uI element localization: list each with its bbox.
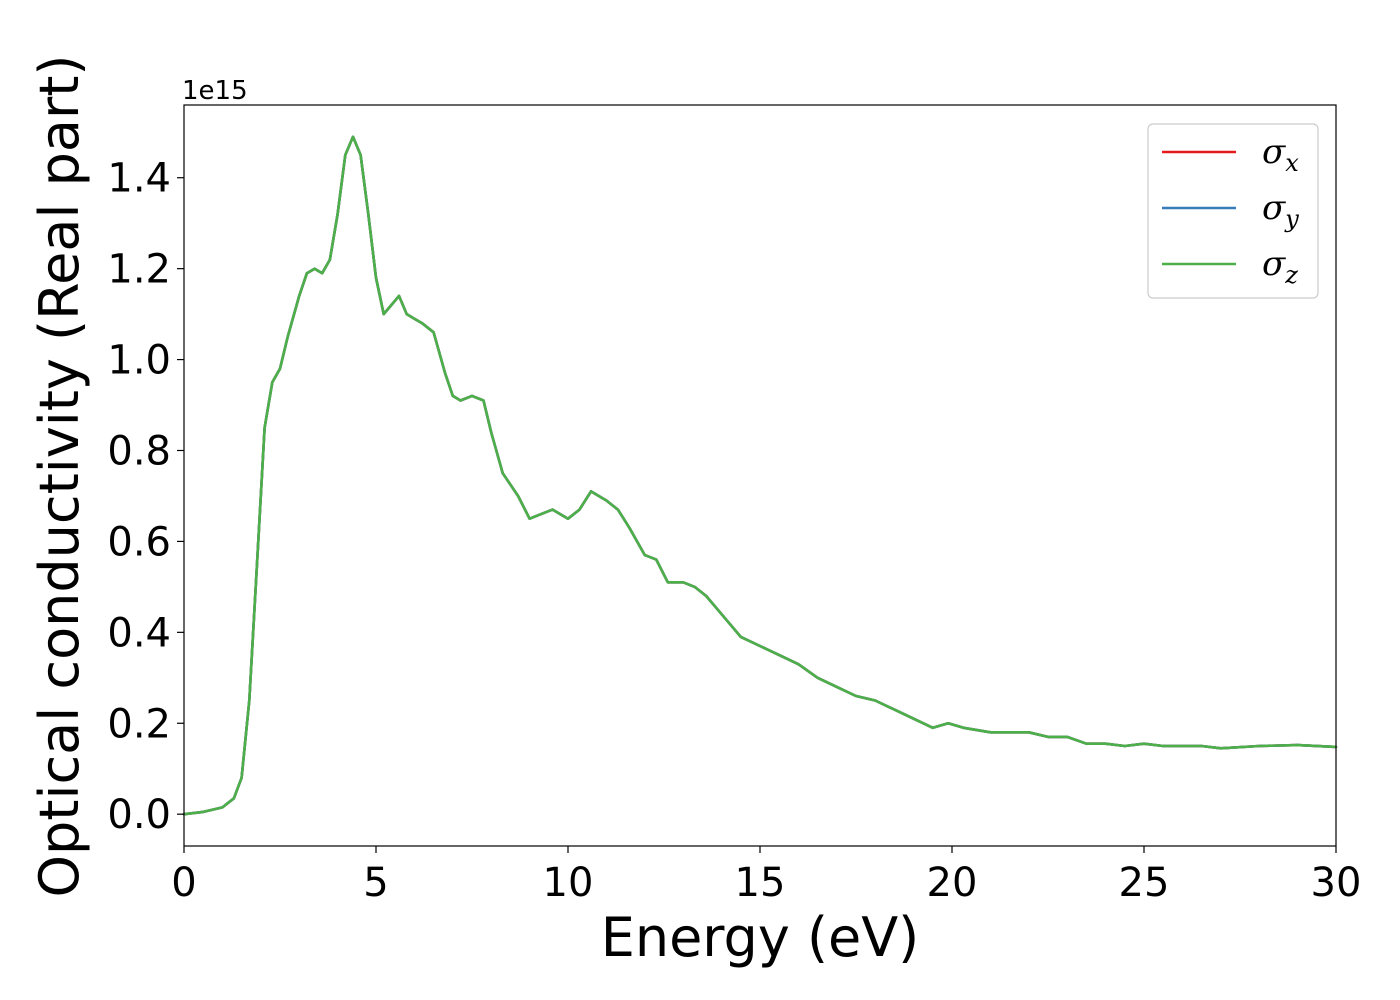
y-axis-ticks: 0.0 0.2 0.4 0.6 0.8 1.0 1.2 1.4 [107,156,184,838]
legend-label-y: σy [1262,188,1299,233]
y-tick-label: 0.8 [107,428,171,474]
y-tick-label: 0.0 [107,792,171,838]
x-tick-label: 15 [735,860,786,906]
series-layer [182,135,1338,816]
x-tick-label: 10 [543,860,594,906]
y-tick-label: 0.6 [107,519,171,565]
y-tick-label: 1.0 [107,338,171,384]
y-axis-offset-label: 1e15 [182,76,248,106]
y-axis-label: Optical conductivity (Real part) [28,55,91,898]
x-tick-label: 5 [363,860,388,906]
x-axis-label: Energy (eV) [601,906,920,969]
x-axis-ticks: 0 5 10 15 20 25 30 [171,846,1361,906]
y-tick-label: 1.4 [107,156,171,202]
y-tick-label: 0.4 [107,610,171,656]
legend-box [1147,123,1319,299]
legend: σx σy σz [1147,123,1319,299]
legend-label-z: σz [1262,244,1298,289]
y-tick-label: 1.2 [107,247,171,293]
x-tick-label: 20 [927,860,978,906]
legend-label-x: σx [1262,132,1299,177]
x-tick-label: 25 [1119,860,1170,906]
series-line-z [182,135,1338,816]
y-tick-label: 0.2 [107,701,171,747]
x-tick-label: 30 [1311,860,1362,906]
x-tick-label: 0 [171,860,196,906]
